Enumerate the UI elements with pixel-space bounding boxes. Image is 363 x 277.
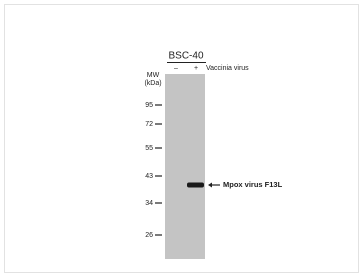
mw-title: MW — [147, 72, 160, 79]
marker-label: 26 — [145, 232, 153, 239]
marker-label: 72 — [145, 121, 153, 128]
band — [187, 183, 204, 188]
marker-label: 43 — [145, 173, 153, 180]
band-label: Mpox virus F13L — [223, 180, 283, 189]
marker-label: 34 — [145, 200, 153, 207]
cell-line: BSC-40 — [168, 51, 203, 62]
treatment-label: Vaccinia virus — [206, 65, 249, 72]
gel-lane — [165, 74, 205, 259]
lane-label: – — [174, 65, 178, 72]
western-blot-figure: BSC-40 – + Vaccinia virus MW (kDa) 95 72 5… — [0, 0, 363, 277]
page: {"header": {"cell_line": "BSC-40", "lane… — [0, 0, 363, 277]
marker-label: 55 — [145, 145, 153, 152]
marker-label: 95 — [145, 102, 153, 109]
mw-unit: (kDa) — [144, 80, 161, 87]
lane-label: + — [194, 65, 198, 72]
